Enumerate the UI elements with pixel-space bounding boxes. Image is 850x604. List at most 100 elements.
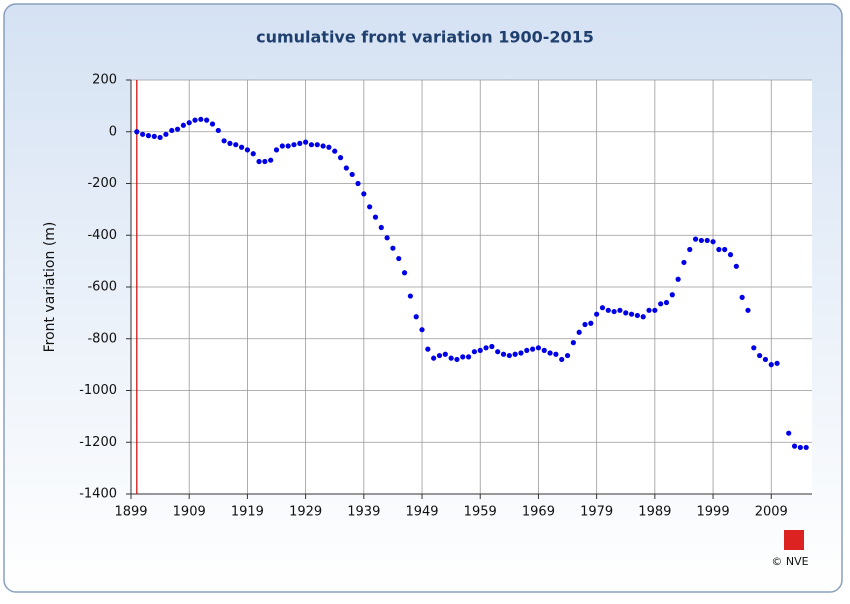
x-tick-label: 1979 [580,505,613,520]
point [710,239,716,245]
point [134,129,140,135]
point [530,346,536,352]
x-tick-label: 1939 [347,505,380,520]
point [687,246,693,253]
point [582,321,588,328]
y-tick-label: -1000 [79,383,117,398]
point [698,237,705,244]
point [535,345,542,351]
point [716,246,722,253]
point [512,351,518,357]
y-tick-label: 0 [109,124,117,139]
point [145,133,152,139]
point [611,308,617,315]
point [704,237,710,244]
point [227,140,233,146]
point [442,351,448,357]
point [337,155,344,161]
credit: © NVE [771,555,808,568]
point [308,142,315,148]
point [803,444,809,451]
chart-title: cumulative front variation 1900-2015 [256,28,594,47]
point [332,148,338,154]
point [663,299,670,306]
point [436,352,443,359]
point [518,350,524,356]
point [163,131,169,137]
point [314,142,320,148]
point [669,292,675,298]
x-tick-label: 1909 [173,505,206,520]
point [192,117,198,123]
x-tick-label: 1929 [289,505,322,520]
point [320,143,326,149]
point [692,236,699,242]
point [652,307,658,313]
point [500,351,507,357]
point [675,276,681,282]
point [180,122,186,128]
point [658,301,664,307]
point [634,312,640,319]
point [489,343,495,350]
point [303,139,309,145]
point [559,356,565,363]
point [791,443,798,449]
point [762,356,769,363]
point [256,158,262,165]
x-tick-label: 1999 [697,505,730,520]
point [401,270,408,276]
point [209,121,216,127]
point [774,360,780,366]
point [262,158,268,165]
point [297,140,303,146]
x-tick-label: 1899 [114,505,147,520]
point [541,347,547,353]
point [727,252,734,258]
point [367,204,373,210]
point [326,144,332,150]
point [768,362,774,368]
y-axis-label: Front variation (m) [42,222,58,353]
point [588,320,594,326]
point [454,356,460,363]
point [233,142,239,148]
point [349,171,355,178]
point [151,133,157,140]
point [576,329,582,335]
point [378,224,384,231]
point [244,147,251,153]
y-tick-label: -200 [87,176,117,191]
point [343,165,349,171]
point [751,345,757,351]
point [291,142,297,148]
point [628,311,635,317]
x-tick-label: 2009 [755,505,788,520]
point [570,340,576,346]
point [413,314,419,320]
point [140,131,146,137]
y-tick-label: -800 [87,331,117,346]
y-tick-label: -1400 [79,487,117,502]
point [495,349,501,355]
point [623,310,629,316]
point [617,307,623,313]
point [786,430,792,436]
point [396,255,402,262]
x-tick-label: 1949 [405,505,438,520]
point [739,294,745,300]
point [279,143,285,149]
point [372,214,379,220]
point [483,345,489,351]
point [797,444,803,451]
point [221,138,227,144]
point [407,293,413,299]
point [640,314,646,320]
point [757,352,763,359]
point [238,144,245,150]
point [471,349,478,355]
y-tick-label: -600 [87,280,117,295]
point [599,305,606,311]
point [390,245,396,251]
